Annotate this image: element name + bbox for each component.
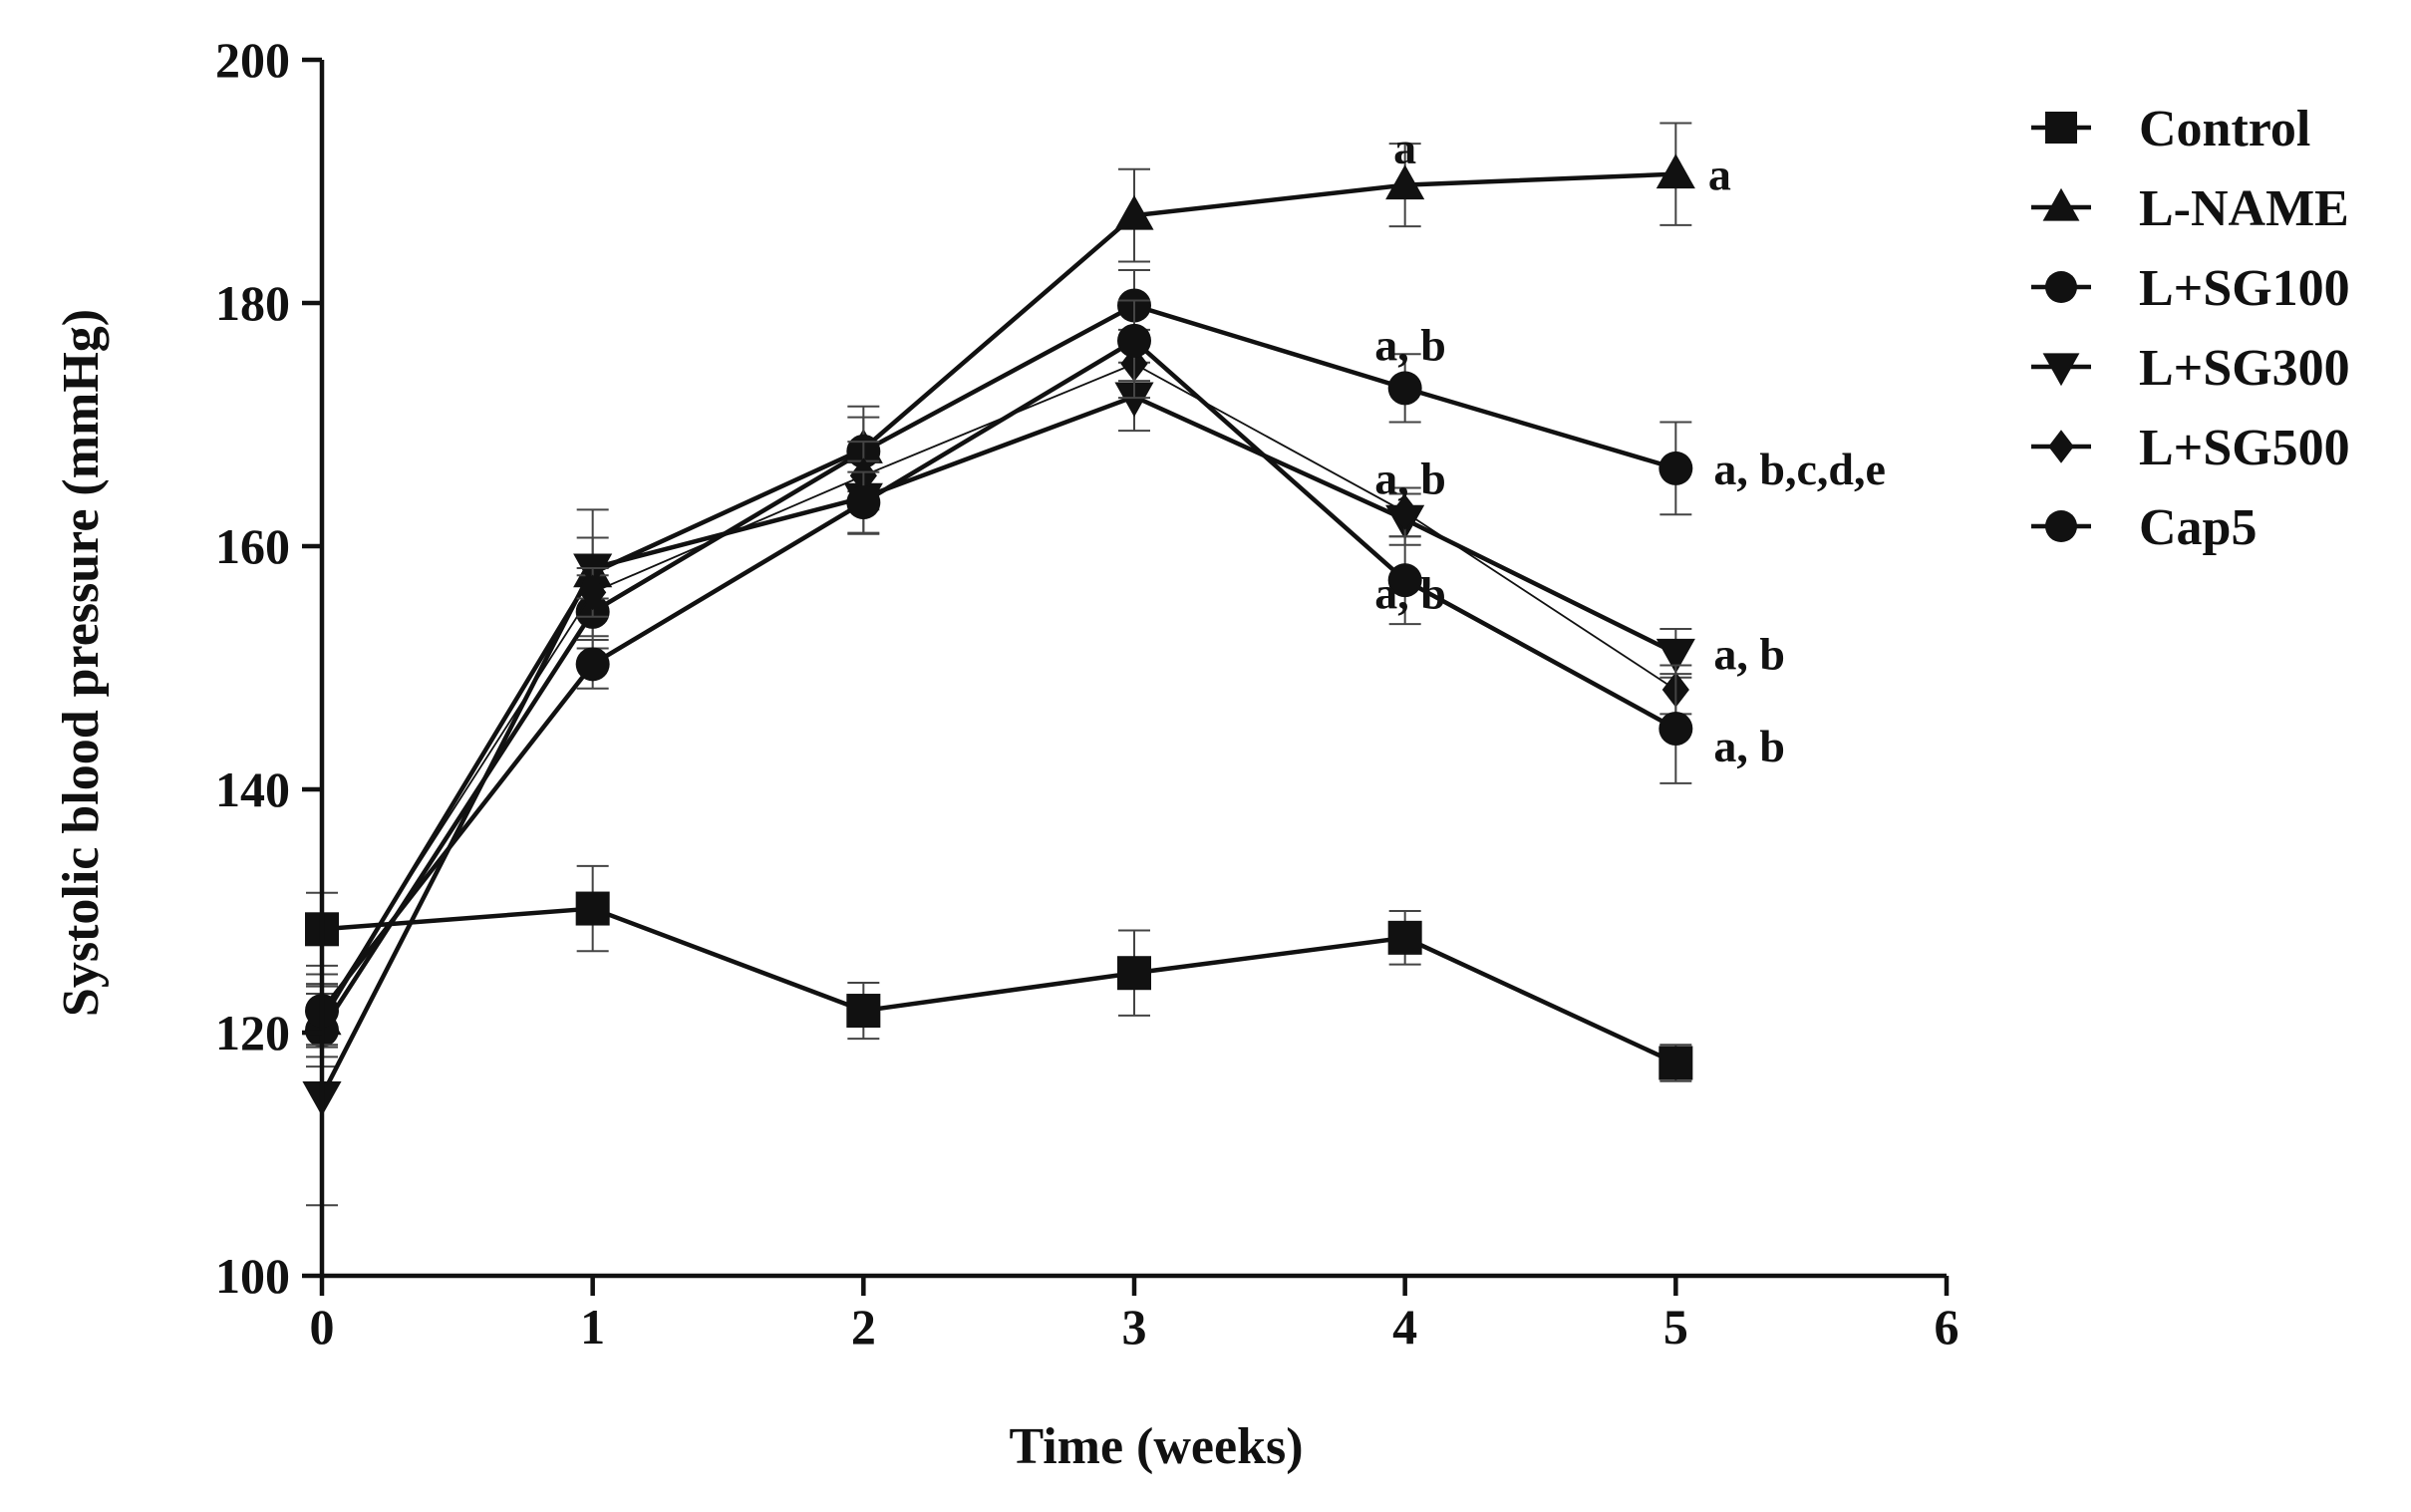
series-l-sg500 [306,328,1692,1047]
legend-marker-l-sg100 [2045,271,2077,303]
annotation-label-7: a, b [1713,721,1785,771]
x-tick-label-4: 4 [1392,1299,1417,1355]
data-point-control-2 [846,994,881,1029]
data-point-l-sg100-4 [1387,371,1422,406]
y-tick-label-160: 160 [215,518,290,574]
annotation-label-5: a, b [1374,567,1446,618]
data-point-l-sg300-5 [1656,638,1695,674]
legend-marker-control [2045,112,2077,144]
data-point-cap5-5 [1658,712,1693,746]
data-point-l-sg100-5 [1658,451,1693,485]
annotation-label-3: a, b,c,d,e [1713,444,1886,494]
data-point-l-name-3 [1114,194,1154,230]
data-point-l-sg500-1 [579,574,607,611]
x-tick-label-6: 6 [1935,1299,1959,1355]
series-line-control [321,906,1677,1065]
y-axis-title: Systolic blood pressure (mmHg) [53,309,110,1017]
data-point-l-sg300-3 [1114,382,1154,418]
x-tick-label-2: 2 [851,1299,876,1355]
legend-label-cap5: Cap5 [2139,499,2257,556]
y-tick-label-120: 120 [215,1005,290,1060]
legend-label-l-sg300: L+SG300 [2139,340,2350,397]
data-point-control-1 [575,891,610,926]
series-line-l-sg100 [320,303,1676,1032]
series-l-sg300 [302,361,1695,1207]
series-line-cap5 [320,338,1677,1013]
data-point-l-name-5 [1656,153,1695,189]
legend: Control L-NAME L+SG100 L+SG300 L+SG500 Cap5 [2031,101,2350,556]
data-point-cap5-3 [1117,323,1151,358]
data-point-control-3 [1117,956,1151,991]
annotation-label-6: a, b [1713,628,1785,679]
legend-marker-cap5 [2045,510,2077,542]
data-point-cap5-4 [1387,563,1422,598]
legend-label-l-sg500: L+SG500 [2139,420,2350,476]
data-point-control-5 [1658,1046,1693,1080]
series-line-l-name [320,171,1676,1022]
y-tick-label-100: 100 [215,1248,290,1304]
series-l-sg100 [305,269,1693,1068]
annotation-label-2: a, b [1374,319,1446,370]
legend-marker-l-sg500 [2048,430,2074,463]
x-tick-label-1: 1 [580,1299,605,1355]
ticks: 100 120 140 160 180 200 0 1 2 3 4 5 6 [215,32,1959,1355]
annotations: a a a, b a, b,c,d,e a, b a, b a, b a, b [1374,123,1886,771]
data-point-cap5-1 [575,647,610,682]
data-point-l-sg500-4 [1391,493,1419,530]
series-control [305,864,1693,1082]
data-point-control-4 [1387,920,1422,955]
data-point-cap5-2 [846,485,881,520]
legend-label-l-sg100: L+SG100 [2139,260,2350,317]
x-axis-title: Time (weeks) [1009,1418,1303,1475]
y-tick-label-140: 140 [215,761,290,817]
x-tick-label-3: 3 [1122,1299,1147,1355]
legend-marker-l-sg300 [2042,353,2080,387]
x-tick-label-5: 5 [1663,1299,1688,1355]
series-layer [302,122,1695,1207]
legend-marker-l-name [2042,187,2080,221]
annotation-label-4: a, b [1374,454,1446,504]
data-point-l-name-4 [1385,164,1425,200]
y-tick-label-200: 200 [215,32,290,88]
y-tick-label-180: 180 [215,275,290,331]
x-tick-label-0: 0 [310,1299,335,1355]
annotation-label-1: a [1708,150,1731,200]
legend-label-control: Control [2139,101,2310,157]
legend-label-l-name: L-NAME [2139,180,2349,237]
annotation-label-0: a [1393,123,1416,173]
